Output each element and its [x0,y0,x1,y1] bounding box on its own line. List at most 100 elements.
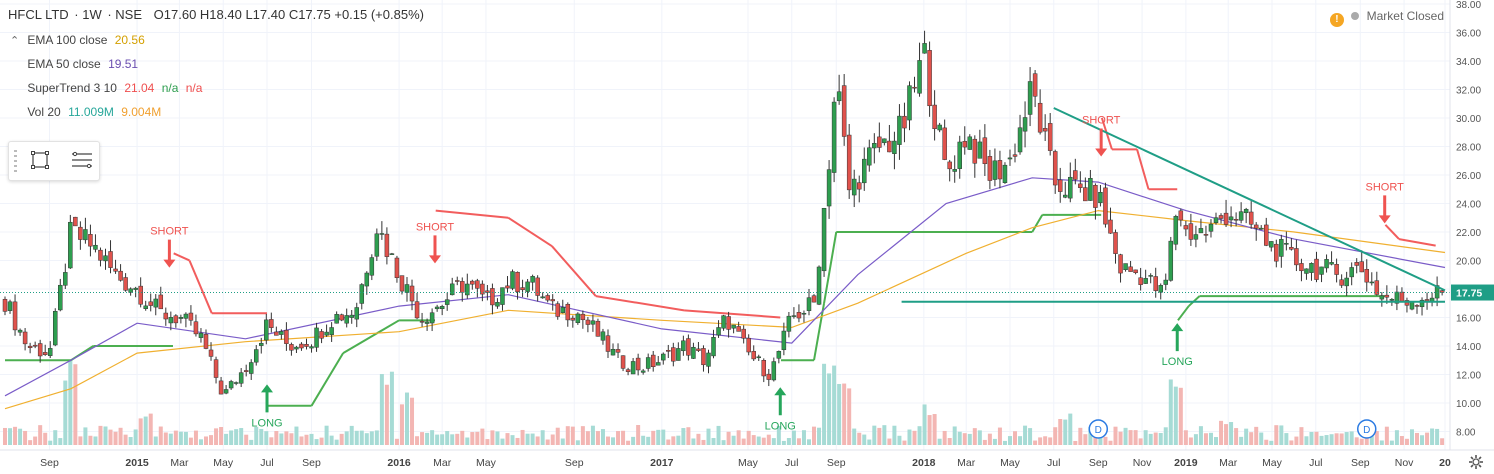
volume-bar [1309,431,1314,445]
volume-bar [319,437,324,445]
volume-bar [193,430,198,445]
candle-body [771,361,777,381]
volume-bar [1349,431,1354,445]
candle-body [168,317,174,324]
supertrend-segment [173,252,190,262]
volume-bar [1394,430,1399,445]
candle-body [505,285,510,289]
candle-body [1394,291,1400,304]
volume-bar [1188,437,1193,445]
candle-body [279,331,284,335]
candle-body [203,334,209,349]
x-tick-label: Sep [1089,457,1108,469]
volume-bar [274,431,279,445]
candle-body [1389,299,1395,301]
candle-body [515,271,520,293]
candle-body [1143,278,1148,284]
volume-bar [214,428,219,445]
volume-bar [535,436,540,445]
candle-body [816,266,822,305]
volume-bar [219,426,224,445]
volume-bar [1123,427,1128,445]
candle-body [867,147,872,166]
volume-bar [726,431,731,445]
indicator-ema100[interactable]: ⌃ EMA 100 close 20.56 [10,31,145,49]
indicator-ema50[interactable]: EMA 50 close 19.51 [10,55,138,73]
volume-bar [1133,430,1138,445]
candle-body [907,85,912,121]
volume-bar [143,416,148,445]
volume-bar [425,432,430,445]
candle-body [42,352,48,355]
candle-body [480,283,485,295]
volume-bar [1339,433,1344,445]
status-dot-icon [1351,12,1360,20]
candle-body [751,351,756,360]
price-axis[interactable]: 8.0010.0012.0014.0016.0018.0020.0022.002… [1449,0,1494,474]
volume-bar [1203,433,1208,445]
candle-body [997,160,1003,180]
trendline [1053,107,1446,292]
candle-body [1088,178,1093,201]
market-status[interactable]: ! Market Closed [1329,9,1444,27]
candle-body [1269,241,1274,248]
rectangle-tool-icon[interactable] [31,151,49,169]
supertrend-segment [310,352,344,407]
candle-body [821,207,827,272]
volume-bar [138,418,143,445]
volume-bar [1359,438,1364,445]
volume-bar [455,433,460,445]
candle-body [193,321,199,335]
symbol-name[interactable]: HFCL LTD [8,7,69,22]
supertrend-segment [595,295,685,312]
horizontal-lines-tool-icon[interactable] [71,151,93,169]
alert-icon[interactable]: ! [1329,13,1344,27]
drag-handle[interactable] [14,150,17,172]
candle-body [379,233,385,235]
volume-bar [1389,440,1394,445]
volume-bar [686,427,691,445]
candle-body [731,324,736,329]
interval[interactable]: 1W [82,7,102,22]
collapse-icon[interactable]: ⌃ [10,35,20,47]
candle-body [972,138,978,164]
ema-lines [4,177,1446,410]
candle-body [1238,211,1244,221]
symbol-header[interactable]: HFCL LTD · 1W · NSE O17.60 H18.40 L17.40… [8,7,424,22]
candle-body [309,346,314,349]
indicator-volume[interactable]: Vol 20 11.009M 9.004M [10,103,161,121]
settings-gear-icon[interactable] [1468,454,1484,470]
time-axis[interactable]: Sep 2015 Mar May Jul Sep 2016 Mar May Sep 2017 May J… [0,449,1494,469]
volume-bar [1013,431,1018,445]
candle-body [1153,276,1158,291]
volume-bar [540,430,545,445]
volume-bar [822,363,827,445]
volume-bar [867,439,872,445]
candle-body [992,160,998,180]
candle-body [449,283,455,296]
long-signal-label: LONG [251,417,282,429]
candle-body [108,251,113,268]
candle-body [183,313,189,319]
indicator-supertrend[interactable]: SuperTrend 3 10 21.04 n/a n/a [10,79,202,97]
drawing-toolbox[interactable] [8,141,100,181]
candle-body [1369,281,1375,284]
candle-body [264,319,269,341]
candle-body [746,337,751,353]
x-tick-label: Mar [1219,457,1238,469]
candle-body [977,141,983,159]
candle-body [329,327,334,335]
volume-bar [394,438,399,445]
candle-body [12,301,18,331]
volume-bar [1289,440,1294,445]
candle-body [892,140,897,154]
candle-body [223,389,229,394]
volume-bar [1314,431,1319,445]
volume-bar [23,430,28,445]
candle-body [1193,234,1199,240]
trendlines[interactable] [0,107,1450,303]
candle-body [429,312,435,324]
volume-bar [641,435,646,445]
candle-body [138,285,143,305]
